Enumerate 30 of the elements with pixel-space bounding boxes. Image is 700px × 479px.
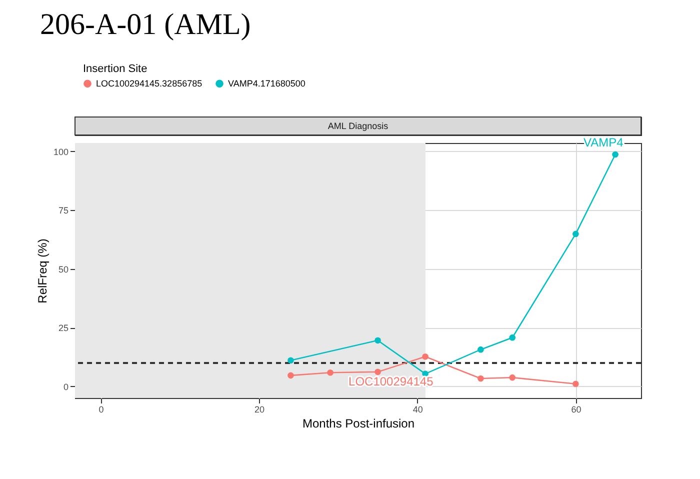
legend-label: VAMP4.171680500 bbox=[228, 78, 306, 89]
point bbox=[374, 368, 381, 376]
point bbox=[374, 337, 381, 344]
point bbox=[572, 230, 579, 238]
x-axis-title: Months Post-infusion bbox=[302, 416, 415, 430]
chart-subtitle: AML Diagnosis bbox=[328, 121, 389, 131]
x-tick-label: 60 bbox=[571, 404, 582, 414]
y-tick-label: 0 bbox=[63, 382, 68, 392]
x-tick-label: 20 bbox=[254, 404, 265, 414]
point bbox=[478, 346, 484, 353]
x-tick-label: 0 bbox=[98, 404, 104, 414]
point bbox=[288, 357, 294, 364]
point bbox=[288, 372, 294, 379]
point bbox=[509, 334, 516, 341]
point bbox=[478, 375, 484, 382]
y-tick-label: 25 bbox=[58, 323, 68, 334]
point bbox=[612, 151, 618, 158]
legend-title: Insertion Site bbox=[83, 63, 148, 75]
point bbox=[327, 369, 334, 376]
point bbox=[509, 374, 516, 381]
y-tick-label: 100 bbox=[53, 146, 68, 157]
y-axis-title: RelFreq (%) bbox=[35, 238, 50, 304]
chart-title: 206-A-01 (AML) bbox=[40, 8, 251, 42]
annotation: LOC100294145 bbox=[348, 374, 434, 389]
point bbox=[422, 353, 428, 360]
y-tick-label: 75 bbox=[58, 206, 68, 216]
x-tick-label: 40 bbox=[412, 404, 423, 414]
y-tick-label: 50 bbox=[58, 264, 68, 274]
legend-label: LOC100294145.32856785 bbox=[96, 78, 202, 89]
point bbox=[572, 380, 579, 388]
